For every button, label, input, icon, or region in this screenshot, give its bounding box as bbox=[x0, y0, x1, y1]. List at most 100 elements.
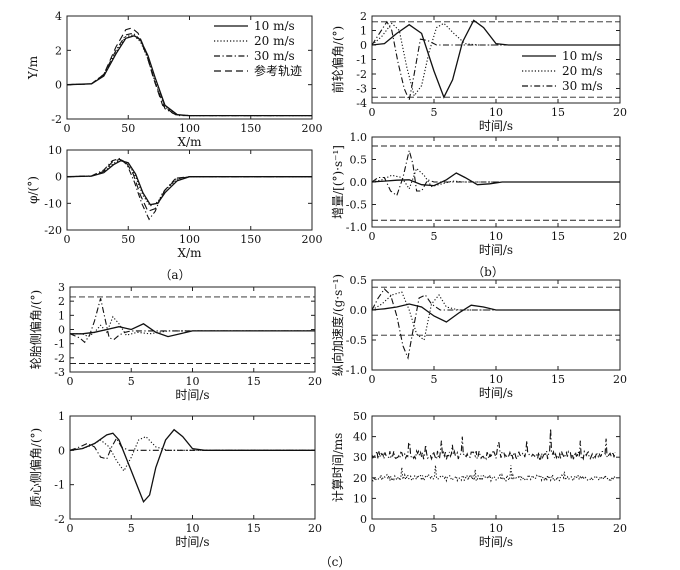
plot-phi-vs-x: 0 50 100 150 200 -20 -10 0 10 X/m φ/(°) bbox=[26, 144, 323, 260]
x-tick-label: 15 bbox=[247, 522, 261, 535]
plot-frame bbox=[371, 415, 621, 520]
y-tick-label: 0 bbox=[55, 171, 62, 184]
x-tick-label: 50 bbox=[121, 122, 135, 135]
x-tick-label: 20 bbox=[308, 375, 322, 388]
x-tick-label: 0 bbox=[369, 230, 376, 243]
plot-steer-increment: 0 5 10 15 20 -1.0 -0.5 0.0 0.5 1.0 时间/s 增量/[(°)·s⁻¹… bbox=[331, 131, 627, 257]
x-tick-label: 0 bbox=[64, 233, 71, 246]
y-tick-label: 0 bbox=[58, 444, 65, 457]
y-tick-label: 50 bbox=[353, 410, 367, 423]
x-axis-label: 时间/s bbox=[479, 243, 513, 257]
x-tick-label: 15 bbox=[551, 106, 565, 119]
series-line-参考轨迹 bbox=[66, 158, 312, 212]
x-tick-label: 0 bbox=[369, 522, 376, 535]
series-line-lower-band bbox=[371, 465, 616, 483]
series-line-30-m-s bbox=[69, 298, 315, 344]
y-tick-label: -0.5 bbox=[346, 334, 367, 347]
y-tick-label: 30 bbox=[353, 451, 367, 464]
series-line-30-m-s bbox=[371, 288, 620, 360]
y-tick-label: -1 bbox=[54, 338, 65, 351]
x-tick-label: 20 bbox=[613, 230, 627, 243]
x-axis-label: 时间/s bbox=[479, 386, 513, 400]
y-tick-label: -10 bbox=[44, 197, 62, 210]
series-line-10-m-s bbox=[371, 172, 620, 187]
x-tick-label: 20 bbox=[613, 373, 627, 386]
series-line-10-m-s bbox=[69, 428, 315, 504]
y-tick-label: 1 bbox=[58, 410, 65, 423]
y-tick-label: 10 bbox=[353, 492, 367, 505]
series-line-10-m-s bbox=[371, 303, 620, 323]
series-line-20-m-s bbox=[371, 291, 620, 341]
x-tick-label: 20 bbox=[308, 522, 322, 535]
x-tick-label: 0 bbox=[64, 122, 71, 135]
series-line-10-m-s bbox=[66, 160, 312, 206]
y-tick-label: -1.0 bbox=[346, 221, 367, 234]
x-tick-label: 15 bbox=[551, 230, 565, 243]
x-tick-label: 200 bbox=[302, 233, 323, 246]
y-axis-label: 增量/[(°)·s⁻¹] bbox=[331, 145, 345, 219]
y-axis-label: φ/(°) bbox=[26, 176, 40, 204]
y-tick-label: 4 bbox=[55, 10, 62, 23]
legend-label: 10 m/s bbox=[254, 19, 295, 33]
x-tick-label: 0 bbox=[67, 375, 74, 388]
y-tick-label: 2 bbox=[58, 295, 65, 308]
y-tick-label: -3 bbox=[356, 83, 367, 96]
x-tick-label: 10 bbox=[489, 106, 503, 119]
x-tick-label: 5 bbox=[128, 522, 135, 535]
x-tick-label: 0 bbox=[67, 522, 74, 535]
y-tick-label: 2 bbox=[55, 44, 62, 57]
x-tick-label: 10 bbox=[186, 375, 200, 388]
series-line-20-m-s bbox=[70, 315, 315, 338]
y-tick-label: -1 bbox=[54, 479, 65, 492]
y-axis-label: 前轮偏角/(°) bbox=[330, 26, 345, 93]
x-tick-label: 50 bbox=[121, 233, 135, 246]
x-tick-label: 100 bbox=[179, 122, 200, 135]
y-tick-label: 3 bbox=[58, 281, 65, 294]
x-tick-label: 10 bbox=[489, 522, 503, 535]
series-line-20-m-s bbox=[371, 22, 620, 98]
y-tick-label: 2 bbox=[360, 10, 367, 23]
y-tick-label: 40 bbox=[353, 431, 367, 444]
y-tick-label: 20 bbox=[353, 472, 367, 485]
legend-label: 10 m/s bbox=[562, 49, 603, 63]
x-tick-label: 15 bbox=[247, 375, 261, 388]
x-tick-label: 20 bbox=[613, 522, 627, 535]
x-tick-label: 10 bbox=[186, 522, 200, 535]
series-line-30-m-s bbox=[371, 20, 620, 102]
series-line-30-m-s bbox=[66, 32, 312, 117]
y-tick-label: -1 bbox=[356, 54, 367, 67]
y-axis-label: 纵向加速度/(g·s⁻¹) bbox=[330, 274, 345, 376]
x-tick-label: 20 bbox=[613, 106, 627, 119]
x-tick-label: 5 bbox=[128, 375, 135, 388]
y-tick-label: 1 bbox=[58, 309, 65, 322]
x-tick-label: 150 bbox=[240, 233, 261, 246]
y-tick-label: 1 bbox=[360, 25, 367, 38]
y-tick-label: 0.5 bbox=[350, 154, 368, 167]
plot-frame bbox=[66, 149, 313, 231]
x-tick-label: 5 bbox=[431, 373, 438, 386]
series-line-参考轨迹 bbox=[66, 27, 312, 117]
series-line-upper-band bbox=[371, 428, 616, 461]
y-tick-label: 0.0 bbox=[350, 176, 368, 189]
x-axis-label: 时间/s bbox=[479, 535, 513, 549]
x-tick-label: 10 bbox=[489, 373, 503, 386]
y-axis-label: Y/m bbox=[26, 55, 40, 80]
series-line-10-m-s bbox=[70, 323, 315, 338]
y-tick-label: -2 bbox=[54, 352, 65, 365]
series-line-20-m-s bbox=[66, 159, 312, 207]
y-axis-label: 计算时间/ms bbox=[330, 433, 345, 503]
legend-label: 20 m/s bbox=[254, 34, 295, 48]
x-axis-label: X/m bbox=[178, 246, 203, 260]
y-tick-label: 1.0 bbox=[350, 131, 368, 144]
x-axis-label: 时间/s bbox=[175, 535, 209, 549]
series-line-30-m-s bbox=[371, 150, 620, 197]
plot-frame bbox=[69, 415, 316, 520]
y-tick-label: -1.0 bbox=[346, 364, 367, 377]
series-line-10-m-s bbox=[371, 19, 620, 99]
x-tick-label: 15 bbox=[551, 522, 565, 535]
y-axis-label: 质心侧偏角/(°) bbox=[28, 428, 43, 507]
series-line-20-m-s bbox=[371, 167, 620, 191]
